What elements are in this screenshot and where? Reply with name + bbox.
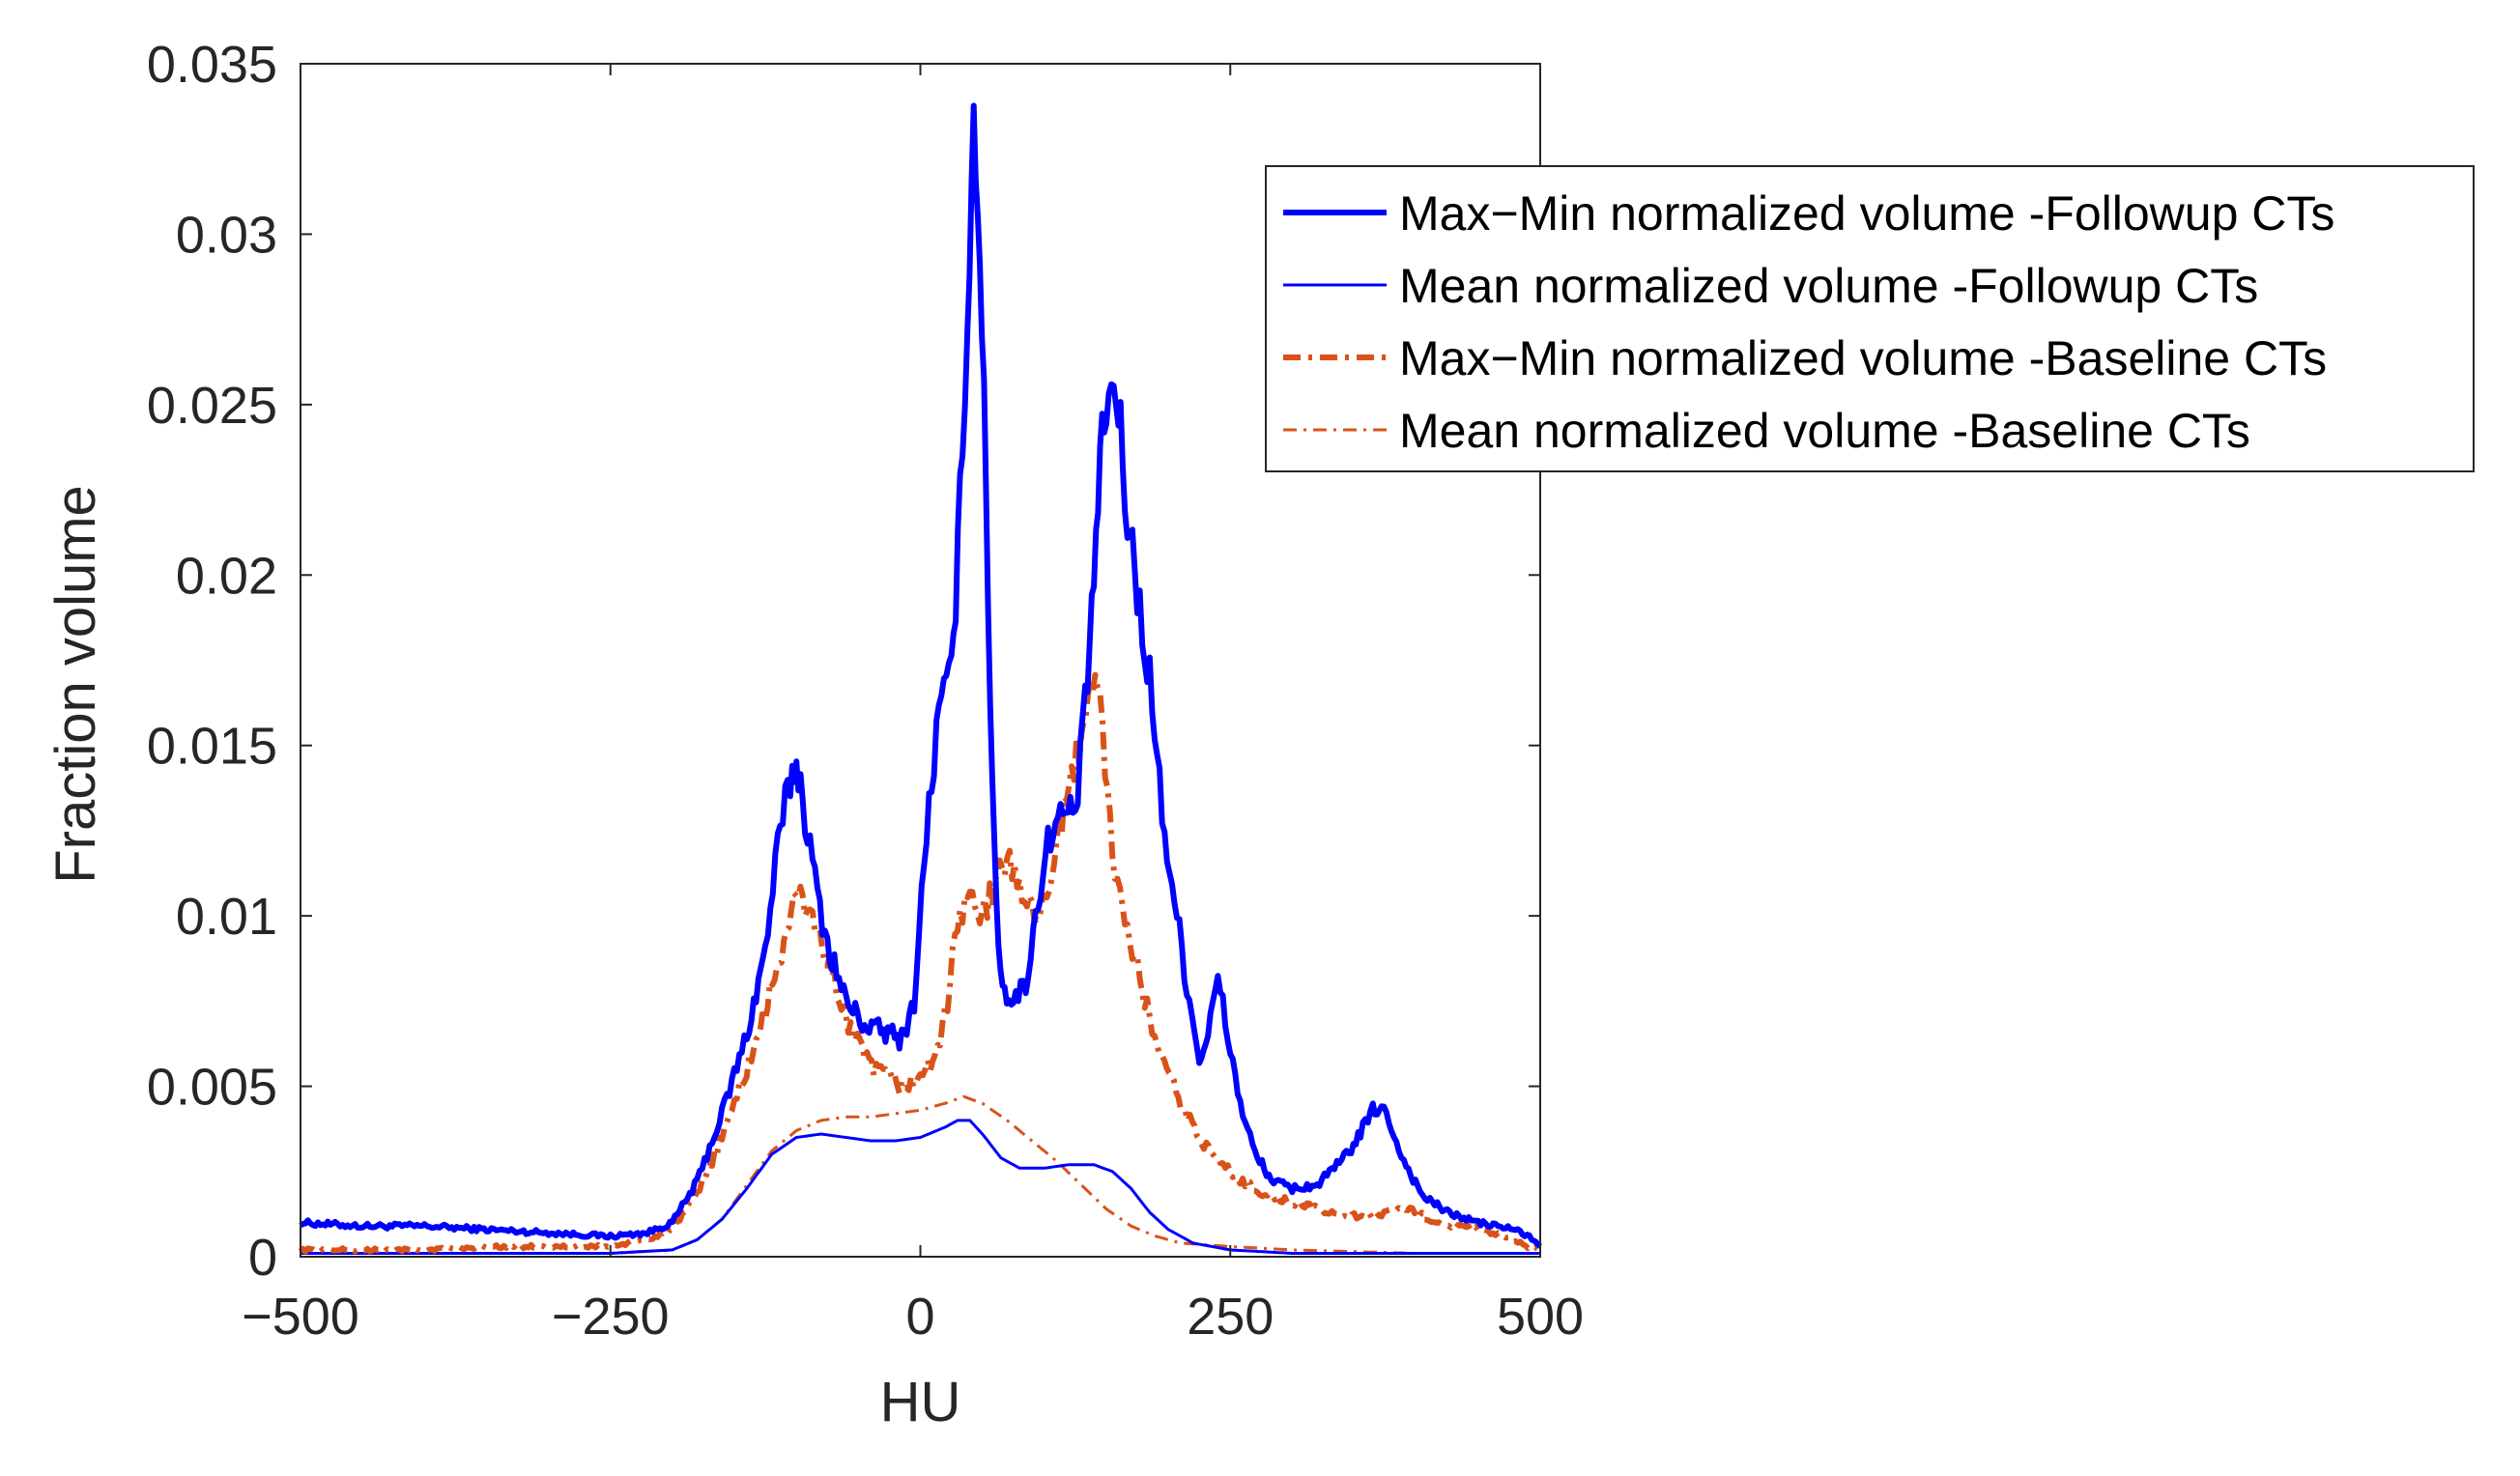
y-tick-label: 0.005	[147, 1059, 277, 1117]
y-tick-label: 0	[248, 1229, 277, 1287]
x-axis-title: HU	[880, 1371, 961, 1433]
legend-box	[1265, 165, 2475, 472]
series-line-1	[299, 102, 1542, 1249]
x-tick-label: −250	[552, 1288, 670, 1346]
legend-entry-label: Mean normalized volume -Followup CTs	[1399, 259, 2258, 313]
x-tick-label: 0	[905, 1288, 934, 1346]
y-tick-label: 0.02	[176, 547, 277, 605]
legend-entry-label: Max−Min normalized volume -Followup CTs	[1399, 186, 2334, 241]
series-layer	[298, 102, 1542, 1255]
x-tick-label: −500	[242, 1288, 359, 1346]
x-tick-label: 500	[1497, 1288, 1584, 1346]
series-line-2	[301, 1119, 1540, 1255]
y-tick-label: 0.025	[147, 377, 277, 435]
series-line-3	[298, 671, 1541, 1255]
y-tick-label: 0.015	[147, 718, 277, 776]
y-tick-label: 0.01	[176, 888, 277, 946]
legend-entry-label: Mean normalized volume -Baseline CTs	[1399, 404, 2250, 458]
ticks-layer: −500 −250 0 250 500 0 0.005 0.01 0.015 0.02 0.025 0…	[147, 36, 1584, 1346]
y-axis-title: Fraction volume	[44, 485, 107, 884]
y-tick-label: 0.035	[147, 36, 277, 94]
y-tick-label: 0.03	[176, 206, 277, 264]
x-tick-label: 250	[1187, 1288, 1274, 1346]
legend: Max−Min normalized volume -Followup CTs M…	[1265, 165, 2475, 472]
legend-entry-label: Max−Min normalized volume -Baseline CTs	[1399, 331, 2327, 385]
